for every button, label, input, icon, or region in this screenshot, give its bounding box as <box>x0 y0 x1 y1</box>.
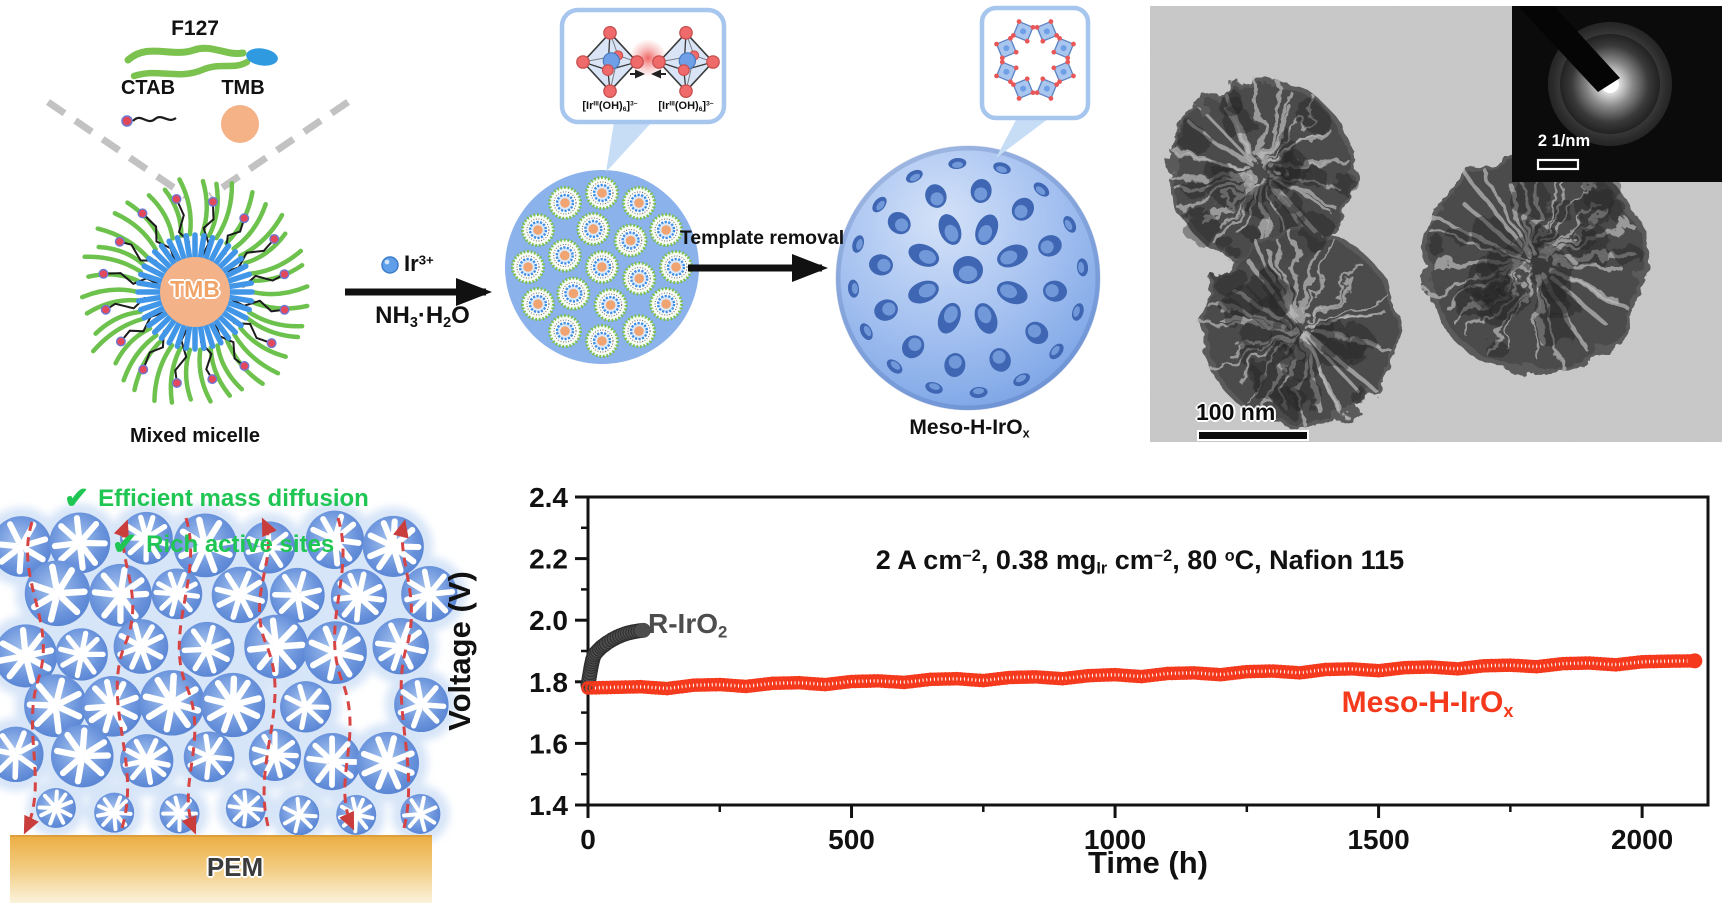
ctab-surfactant-glyph <box>121 115 177 127</box>
saed-inset <box>1512 6 1722 182</box>
benefit-text: Rich active sites <box>146 530 335 558</box>
pem-label: PEM <box>206 852 264 882</box>
tmb-droplet-glyph <box>221 105 259 143</box>
inset-callout-2 <box>996 116 1052 158</box>
f127-polymer-glyph <box>124 44 278 80</box>
f127-label: F127 <box>171 17 219 40</box>
tem-scalebar <box>1197 430 1309 441</box>
product-label: Meso-H-IrOx <box>909 416 1030 441</box>
svg-text:2000: 2000 <box>1611 824 1673 855</box>
reaction-arrow-1 <box>345 256 492 306</box>
svg-text:2.2: 2.2 <box>529 544 568 575</box>
intermediate-sphere <box>505 170 699 364</box>
saed-scalebar <box>1536 158 1580 171</box>
ring-structure-inset <box>979 5 1091 158</box>
ammonia-label: NH3·H2O <box>375 302 470 332</box>
svg-text:Time (h): Time (h) <box>1088 845 1208 880</box>
check-icon: ✔ <box>112 528 138 561</box>
mixed-micelle-label: Mixed micelle <box>129 425 261 447</box>
series-label-r-iro2: R-IrO2 <box>648 608 728 642</box>
meso-pores <box>847 157 1089 399</box>
saed-scalebar-label: 2 1/nm <box>1537 132 1591 150</box>
ir-ion-dot <box>381 256 399 274</box>
svg-text:1.6: 1.6 <box>529 728 568 759</box>
benefit-text: Efficient mass diffusion <box>98 484 369 512</box>
svg-text:1.4: 1.4 <box>529 790 568 821</box>
inset-callout-1 <box>606 122 652 172</box>
tem-scalebar-label: 100 nm <box>1196 399 1276 425</box>
pem-band <box>10 836 432 903</box>
ir-ion-dot-highlight <box>384 259 390 265</box>
svg-text:2.0: 2.0 <box>529 605 568 636</box>
stability-chart: 2.4 2.2 2.0 1.8 1.6 1.4 0 500 1000 1500 2000 Voltag… <box>442 482 1710 880</box>
iridium-octahedra <box>576 26 720 98</box>
svg-text:1000: 1000 <box>1084 824 1146 855</box>
octahedron-right-label: [IrIII(OH)6]3− <box>658 100 714 113</box>
mass-transport-arrows <box>23 517 413 835</box>
svg-text:Voltage (V): Voltage (V) <box>442 571 477 731</box>
svg-text:500: 500 <box>828 824 875 855</box>
svg-text:1.8: 1.8 <box>529 667 568 698</box>
mini-micelles <box>511 176 693 358</box>
chart-annotation: 2 A cm−2, 0.38 mgIr cm−2, 80 oC, Nafion … <box>875 545 1405 578</box>
beam-stop-bar <box>1518 6 1620 92</box>
micelle-core-label: TMB <box>170 276 220 302</box>
ctab-label: CTAB <box>120 77 176 99</box>
irox-ring-cluster <box>994 19 1076 101</box>
meso-sphere <box>835 145 1101 411</box>
check-icon: ✔ <box>64 482 90 515</box>
inset-box-2 <box>979 5 1091 121</box>
tmb-label: TMB <box>221 77 265 99</box>
template-removal-label: Template removal <box>679 227 845 249</box>
benefit-active-sites: ✔ Rich active sites <box>112 527 334 562</box>
catalyst-layer-schematic <box>0 501 467 903</box>
series-label-meso-h-irox: Meso-H-IrOx <box>1341 686 1514 722</box>
benefit-mass-diffusion: ✔ Efficient mass diffusion <box>64 481 369 516</box>
svg-text:0: 0 <box>580 824 596 855</box>
dashed-guide-left <box>46 99 188 199</box>
micelle-graphic <box>79 177 310 405</box>
tem-image <box>1150 6 1722 442</box>
dashed-guide-right <box>208 99 350 199</box>
svg-text:2.4: 2.4 <box>529 482 568 513</box>
svg-text:1500: 1500 <box>1347 824 1409 855</box>
octahedron-left-label: [IrIII(OH)6]3− <box>582 100 638 113</box>
octahedra-inset <box>559 7 727 172</box>
ir-ion-label: Ir3+ <box>404 251 434 276</box>
synthesis-schematic <box>46 44 350 405</box>
